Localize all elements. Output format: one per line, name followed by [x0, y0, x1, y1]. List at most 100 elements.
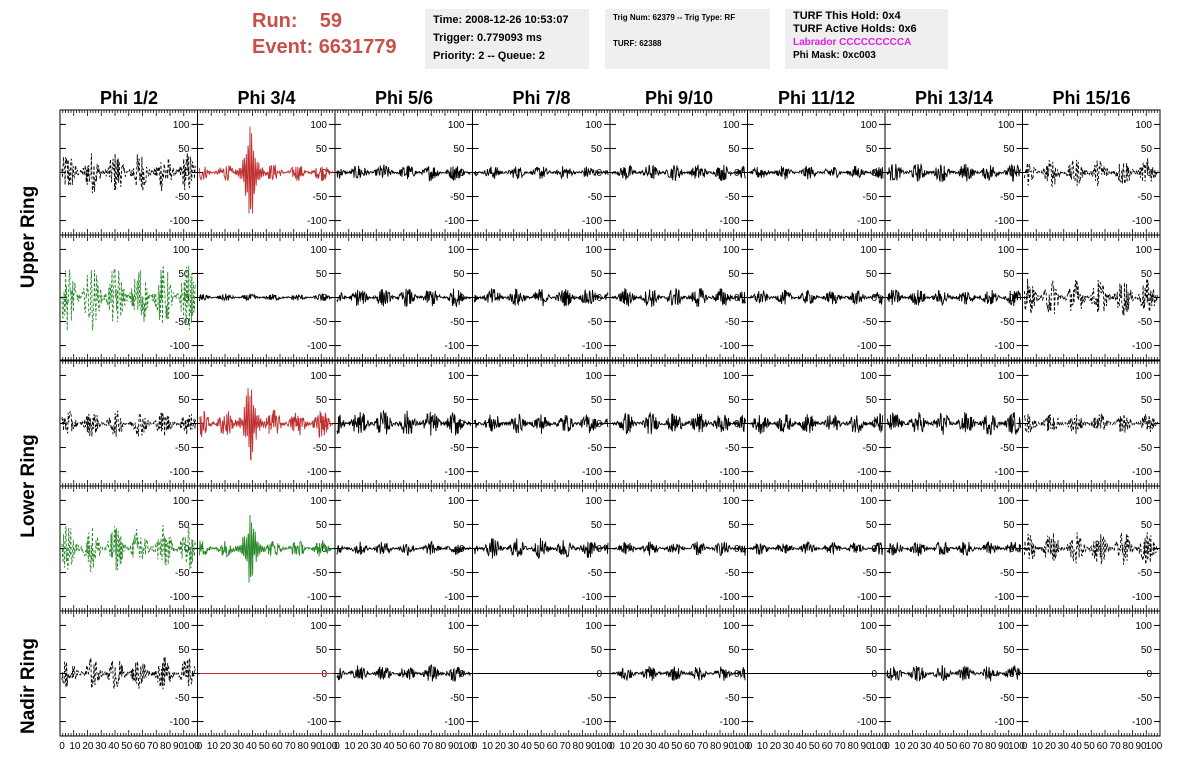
column-header-phi-15-16: Phi 15/16 — [1052, 88, 1131, 108]
y-tick-label: -50 — [175, 693, 190, 704]
x-tick-label: 40 — [796, 741, 808, 752]
y-tick-label: -50 — [175, 443, 190, 454]
y-tick-label: 50 — [316, 645, 328, 656]
waveform-trace — [611, 666, 746, 681]
y-tick-label: 100 — [723, 245, 740, 256]
y-tick-label: -100 — [169, 216, 189, 227]
x-tick-label: 20 — [770, 741, 782, 752]
y-tick-label: 100 — [310, 496, 327, 507]
y-tick-label: 50 — [1141, 520, 1153, 531]
waveform-trace — [199, 388, 334, 461]
time-text: Time: 2008-12-26 10:53:07 — [433, 14, 569, 26]
y-tick-label: 100 — [310, 245, 327, 256]
y-tick-label: -50 — [313, 693, 328, 704]
y-tick-label: -100 — [994, 341, 1014, 352]
x-tick-label: 60 — [547, 741, 559, 752]
y-tick-label: 100 — [448, 371, 465, 382]
y-tick-label: 100 — [448, 621, 465, 632]
y-tick-label: -100 — [307, 467, 327, 478]
x-tick-label: 50 — [1084, 741, 1096, 752]
y-tick-label: -100 — [307, 592, 327, 603]
y-tick-label: 100 — [585, 621, 602, 632]
y-tick-label: 50 — [728, 645, 740, 656]
y-tick-label: 0 — [1146, 544, 1152, 555]
column-header-phi-9-10: Phi 9/10 — [644, 88, 714, 108]
y-tick-label: -100 — [994, 216, 1014, 227]
waveform-trace — [1024, 413, 1159, 434]
y-tick-label: 100 — [173, 245, 190, 256]
y-tick-label: -100 — [719, 592, 739, 603]
x-tick-label: 80 — [710, 741, 722, 752]
y-tick-label: 100 — [448, 496, 465, 507]
y-tick-label: 100 — [998, 120, 1015, 131]
y-tick-label: 100 — [860, 120, 877, 131]
waveform-trace — [199, 514, 334, 583]
y-tick-label: -100 — [169, 717, 189, 728]
y-tick-label: 0 — [184, 669, 190, 680]
y-tick-label: -50 — [863, 317, 878, 328]
y-tick-label: -100 — [307, 341, 327, 352]
waveform-trace — [336, 663, 471, 682]
y-tick-label: -100 — [994, 592, 1014, 603]
y-tick-label: 50 — [453, 269, 465, 280]
y-tick-label: 100 — [448, 245, 465, 256]
x-tick-label: 0 — [884, 741, 890, 752]
x-tick-label: 50 — [671, 741, 683, 752]
y-tick-label: -50 — [1000, 568, 1015, 579]
x-tick-label: 30 — [370, 741, 382, 752]
y-tick-label: 100 — [310, 621, 327, 632]
x-tick-label: 100 — [321, 741, 338, 752]
y-tick-label: 50 — [1141, 395, 1153, 406]
y-tick-label: 50 — [1141, 144, 1153, 155]
y-tick-label: -50 — [1138, 568, 1153, 579]
y-tick-label: 0 — [184, 293, 190, 304]
waveform-trace — [886, 411, 1021, 436]
x-tick-label: 10 — [482, 741, 494, 752]
x-tick-label: 90 — [860, 741, 872, 752]
y-tick-label: 50 — [728, 520, 740, 531]
y-tick-label: -100 — [719, 717, 739, 728]
labrador-text: Labrador CCCCCCCCCA — [793, 37, 912, 48]
x-tick-label: 80 — [985, 741, 997, 752]
x-tick-label: 40 — [658, 741, 670, 752]
y-tick-label: -100 — [719, 467, 739, 478]
x-tick-label: 60 — [272, 741, 284, 752]
y-tick-label: -100 — [444, 341, 464, 352]
y-tick-label: 100 — [1135, 496, 1152, 507]
trigger-text: Trigger: 0.779093 ms — [433, 32, 542, 44]
x-tick-label: 100 — [458, 741, 475, 752]
x-tick-label: 40 — [521, 741, 533, 752]
x-tick-label: 20 — [1045, 741, 1057, 752]
x-tick-label: 100 — [1008, 741, 1025, 752]
y-tick-label: 50 — [453, 395, 465, 406]
y-tick-label: 0 — [321, 168, 327, 179]
y-tick-label: 50 — [453, 645, 465, 656]
y-tick-label: 0 — [596, 669, 602, 680]
y-tick-label: -50 — [175, 317, 190, 328]
y-tick-label: 0 — [321, 544, 327, 555]
waveform-trace — [61, 153, 196, 194]
waveform-trace — [199, 126, 334, 214]
y-tick-label: 50 — [1003, 520, 1015, 531]
waveform-trace — [611, 164, 746, 181]
y-tick-label: 50 — [1141, 645, 1153, 656]
y-tick-label: -100 — [719, 341, 739, 352]
x-tick-label: 30 — [233, 741, 245, 752]
y-tick-label: 50 — [866, 395, 878, 406]
x-tick-label: 100 — [1146, 741, 1163, 752]
x-tick-label: 20 — [907, 741, 919, 752]
y-tick-label: -50 — [725, 192, 740, 203]
y-tick-label: 100 — [998, 245, 1015, 256]
column-header-phi-7-8: Phi 7/8 — [512, 88, 571, 108]
y-tick-label: -100 — [582, 467, 602, 478]
y-tick-label: 50 — [178, 144, 190, 155]
x-tick-label: 30 — [95, 741, 107, 752]
x-tick-label: 70 — [147, 741, 159, 752]
y-tick-label: 50 — [728, 395, 740, 406]
x-tick-label: 100 — [733, 741, 750, 752]
y-tick-label: 0 — [1009, 168, 1015, 179]
x-tick-label: 70 — [835, 741, 847, 752]
waveform-trace — [1024, 278, 1159, 316]
y-tick-label: 100 — [1135, 621, 1152, 632]
x-tick-label: 70 — [422, 741, 434, 752]
